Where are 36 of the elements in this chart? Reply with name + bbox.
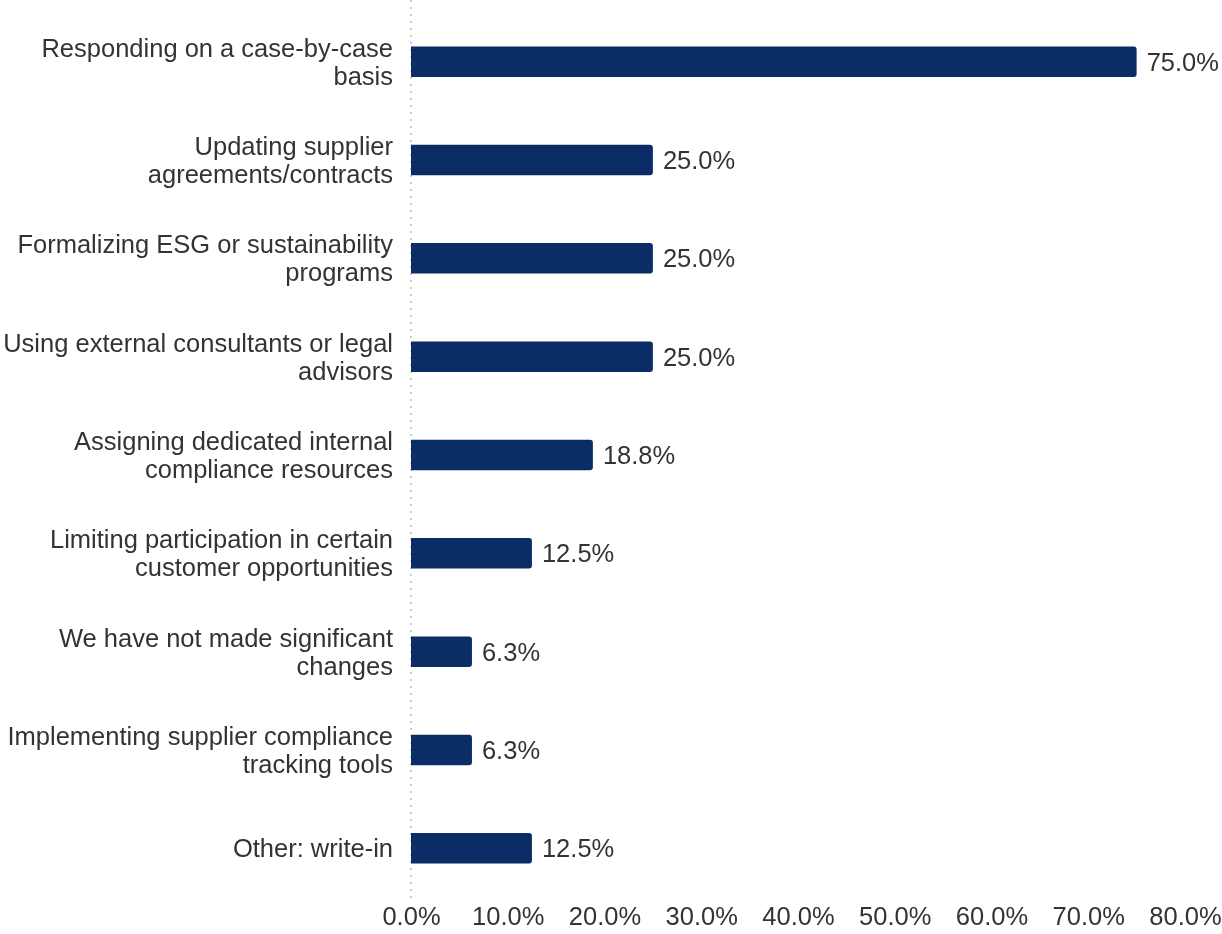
data-label: 6.3% [481, 637, 541, 666]
data-label: 18.8% [602, 441, 676, 469]
data-label: 25.0% [662, 342, 736, 371]
data-label: 25.0% [662, 244, 736, 273]
x-tick-label: 80.0% [1149, 902, 1222, 931]
x-tick-label: 10.0% [472, 902, 545, 931]
bar [411, 243, 653, 274]
y-tick-label: Implementing supplier compliance tracking tools [7, 722, 393, 779]
x-tick-label: 70.0% [1052, 902, 1125, 931]
bar [411, 439, 593, 471]
y-tick-label: Formalizing ESG or sustainability programs [17, 230, 394, 287]
bar [411, 46, 1137, 77]
y-tick-label: Limiting participation in certain customer opportunities [49, 525, 393, 582]
bar [411, 636, 472, 667]
x-tick-label: 30.0% [665, 902, 738, 931]
y-tick-label: Assigning dedicated internal compliance resources [74, 427, 393, 483]
y-tick-label: Other: write-in [232, 834, 393, 863]
y-tick-label: Updating supplier agreements/contracts [147, 131, 394, 188]
data-label: 6.3% [481, 736, 541, 765]
bar [411, 144, 653, 176]
x-tick-label: 60.0% [955, 902, 1029, 931]
bar [411, 734, 472, 766]
data-label: 75.0% [1146, 47, 1219, 76]
bar [411, 833, 532, 864]
y-tick-label: Responding on a case-by-case basis [41, 33, 393, 90]
data-label: 25.0% [662, 145, 736, 174]
bar [411, 341, 653, 372]
y-tick-label: Using external consultants or legal advisors [3, 328, 393, 385]
x-tick-label: 0.0% [382, 902, 441, 931]
x-tick-label: 20.0% [568, 902, 642, 931]
x-tick-label: 50.0% [859, 902, 932, 931]
data-label: 12.5% [541, 834, 615, 863]
bar [411, 538, 532, 569]
data-label: 12.5% [541, 539, 615, 568]
y-tick-label: We have not made significant changes [58, 623, 393, 680]
x-tick-label: 40.0% [762, 902, 835, 931]
